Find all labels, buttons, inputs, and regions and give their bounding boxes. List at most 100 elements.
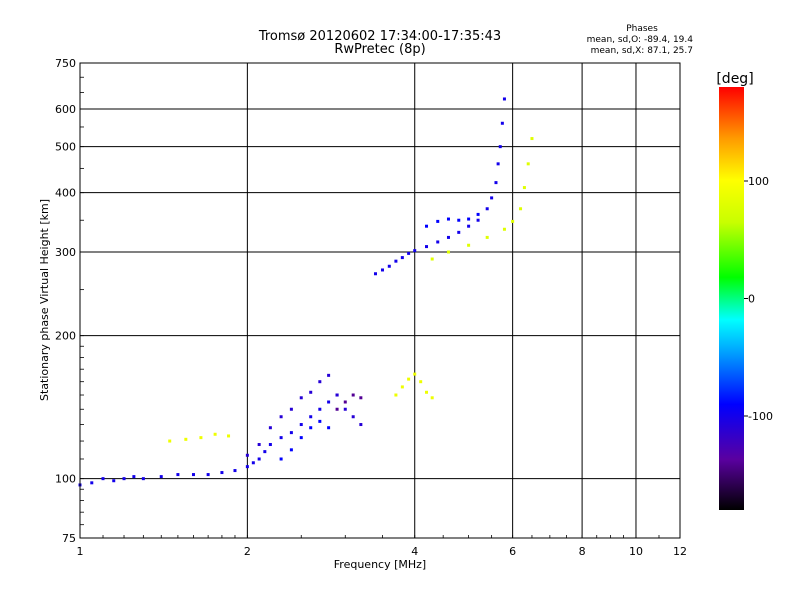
data-point <box>467 217 471 221</box>
colorbar-ticks: 100 0 -100 <box>744 175 773 423</box>
x-tick-label: 12 <box>673 545 687 558</box>
data-point <box>318 407 322 411</box>
data-point <box>299 436 303 440</box>
data-point <box>502 97 506 101</box>
data-point <box>485 235 489 239</box>
data-point <box>90 481 94 485</box>
data-point <box>485 207 489 211</box>
data-point <box>184 437 188 441</box>
data-point <box>141 477 145 481</box>
y-tick-label: 400 <box>55 187 76 200</box>
data-point <box>335 393 339 397</box>
colorbar-gradient <box>719 87 744 510</box>
data-point <box>526 162 530 166</box>
x-tick-label: 4 <box>411 545 418 558</box>
data-point <box>220 471 224 475</box>
data-point <box>467 243 471 247</box>
data-point <box>430 257 434 261</box>
data-point <box>299 423 303 427</box>
data-point <box>436 240 440 244</box>
data-point <box>279 436 283 440</box>
data-point <box>168 439 172 443</box>
colorbar-tick-label: 0 <box>748 293 755 306</box>
data-point <box>199 436 203 440</box>
data-point <box>268 426 272 430</box>
data-point <box>494 181 498 185</box>
data-point <box>351 415 355 419</box>
y-tick-label: 600 <box>55 103 76 116</box>
data-point <box>496 162 500 166</box>
data-point <box>419 380 423 384</box>
data-point <box>159 475 163 479</box>
data-point <box>351 393 355 397</box>
data-point <box>500 121 504 125</box>
x-tick-label: 8 <box>579 545 586 558</box>
data-point <box>359 396 363 400</box>
data-point <box>446 250 450 254</box>
y-tick-label: 750 <box>55 57 76 70</box>
data-point <box>446 217 450 221</box>
data-point <box>343 407 347 411</box>
y-tick-label: 200 <box>55 330 76 343</box>
x-axis-label: Frequency [MHz] <box>334 558 426 571</box>
data-point <box>502 227 506 231</box>
data-point <box>425 245 429 249</box>
data-point <box>490 196 494 200</box>
data-point <box>227 434 231 438</box>
data-point <box>176 473 180 477</box>
y-tick-label: 300 <box>55 246 76 259</box>
data-point <box>373 272 377 276</box>
data-point <box>519 207 523 211</box>
y-tick-label: 75 <box>62 532 76 545</box>
data-point <box>407 377 411 381</box>
data-point <box>268 443 272 447</box>
data-point <box>530 137 534 141</box>
scatter-points <box>78 97 534 487</box>
data-point <box>309 426 313 430</box>
data-point <box>400 256 404 260</box>
data-point <box>498 145 502 149</box>
data-point <box>289 407 293 411</box>
data-point <box>413 372 417 376</box>
data-point <box>245 453 249 457</box>
data-point <box>476 218 480 222</box>
data-point <box>279 415 283 419</box>
data-point <box>457 218 461 222</box>
grid <box>80 63 680 538</box>
data-point <box>511 219 515 223</box>
data-point <box>387 264 391 268</box>
data-point <box>122 477 126 481</box>
data-point <box>457 230 461 234</box>
y-tick-label: 500 <box>55 141 76 154</box>
data-point <box>251 461 255 465</box>
data-point <box>359 423 363 427</box>
x-tick-label: 10 <box>629 545 643 558</box>
data-point <box>233 469 237 473</box>
data-point <box>191 473 195 477</box>
data-point <box>413 249 417 253</box>
data-point <box>400 385 404 389</box>
data-point <box>522 186 526 190</box>
data-point <box>101 477 105 481</box>
data-point <box>309 415 313 419</box>
data-point <box>425 224 429 228</box>
colorbar: [deg] 100 0 -100 <box>716 71 773 510</box>
data-point <box>132 475 136 479</box>
data-point <box>318 419 322 423</box>
data-point <box>476 212 480 216</box>
data-point <box>289 448 293 452</box>
data-point <box>430 396 434 400</box>
chart-title: Tromsø 20120602 17:34:00-17:35:43 <box>258 29 501 44</box>
data-point <box>380 268 384 272</box>
colorbar-label: [deg] <box>716 71 753 87</box>
phases-title: Phases <box>626 24 658 34</box>
plot-frame <box>79 62 681 539</box>
x-tick-label: 1 <box>77 545 84 558</box>
data-point <box>289 431 293 435</box>
data-point <box>299 396 303 400</box>
colorbar-tick-label: 100 <box>748 175 769 188</box>
phases-x-stats: mean, sd,X: 87.1, 25.7 <box>591 46 693 56</box>
data-point <box>245 465 249 469</box>
data-point <box>343 400 347 404</box>
y-tick-label: 100 <box>55 473 76 486</box>
